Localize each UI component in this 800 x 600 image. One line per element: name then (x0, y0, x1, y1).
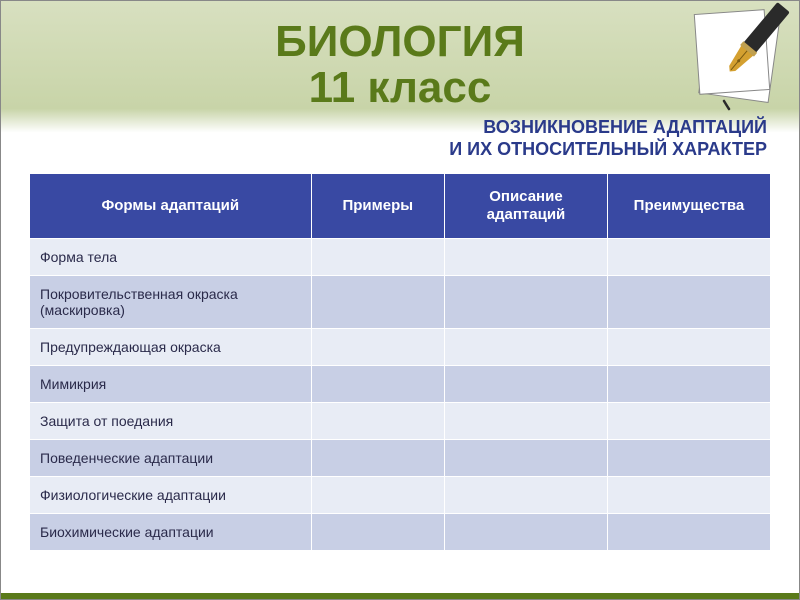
cell (311, 238, 444, 275)
table-row: Биохимические адаптации (30, 513, 771, 550)
row-label: Поведенческие адаптации (30, 439, 312, 476)
cell (311, 328, 444, 365)
cell (311, 402, 444, 439)
table-row: Поведенческие адаптации (30, 439, 771, 476)
cell (444, 328, 607, 365)
cell (444, 439, 607, 476)
row-label: Биохимические адаптации (30, 513, 312, 550)
cell (607, 513, 770, 550)
row-label: Мимикрия (30, 365, 312, 402)
footer-accent-bar (1, 593, 799, 599)
row-label: Физиологические адаптации (30, 476, 312, 513)
cell (311, 513, 444, 550)
cell (444, 402, 607, 439)
cell (311, 439, 444, 476)
cell (607, 328, 770, 365)
adaptations-table: Формы адаптаций Примеры Описание адаптац… (29, 173, 771, 551)
slide-subtitle: ВОЗНИКНОВЕНИЕ АДАПТАЦИЙ И ИХ ОТНОСИТЕЛЬН… (29, 117, 771, 160)
row-label: Предупреждающая окраска (30, 328, 312, 365)
col-header-advantages: Преимущества (607, 173, 770, 238)
cell (444, 476, 607, 513)
cell (311, 275, 444, 328)
table-row: Покровительственная окраска (маскировка) (30, 275, 771, 328)
col-header-examples: Примеры (311, 173, 444, 238)
cell (444, 238, 607, 275)
row-label: Покровительственная окраска (маскировка) (30, 275, 312, 328)
col-header-description: Описание адаптаций (444, 173, 607, 238)
cell (607, 238, 770, 275)
cell (607, 275, 770, 328)
cell (444, 275, 607, 328)
row-label: Защита от поедания (30, 402, 312, 439)
table-row: Предупреждающая окраска (30, 328, 771, 365)
title-line-2: 11 класс (309, 63, 492, 112)
cell (607, 402, 770, 439)
title-line-1: БИОЛОГИЯ (275, 17, 525, 66)
table-row: Защита от поедания (30, 402, 771, 439)
table-header-row: Формы адаптаций Примеры Описание адаптац… (30, 173, 771, 238)
subtitle-line-2: И ИХ ОТНОСИТЕЛЬНЫЙ ХАРАКТЕР (449, 139, 767, 159)
fountain-pen-icon (659, 1, 799, 121)
cell (311, 365, 444, 402)
table-row: Физиологические адаптации (30, 476, 771, 513)
table-row: Форма тела (30, 238, 771, 275)
cell (444, 365, 607, 402)
cell (311, 476, 444, 513)
cell (607, 476, 770, 513)
col-header-forms: Формы адаптаций (30, 173, 312, 238)
table-row: Мимикрия (30, 365, 771, 402)
cell (444, 513, 607, 550)
cell (607, 439, 770, 476)
cell (607, 365, 770, 402)
row-label: Форма тела (30, 238, 312, 275)
slide-container: БИОЛОГИЯ 11 класс ВОЗНИКНОВЕНИЕ АДАПТАЦИ… (0, 0, 800, 600)
